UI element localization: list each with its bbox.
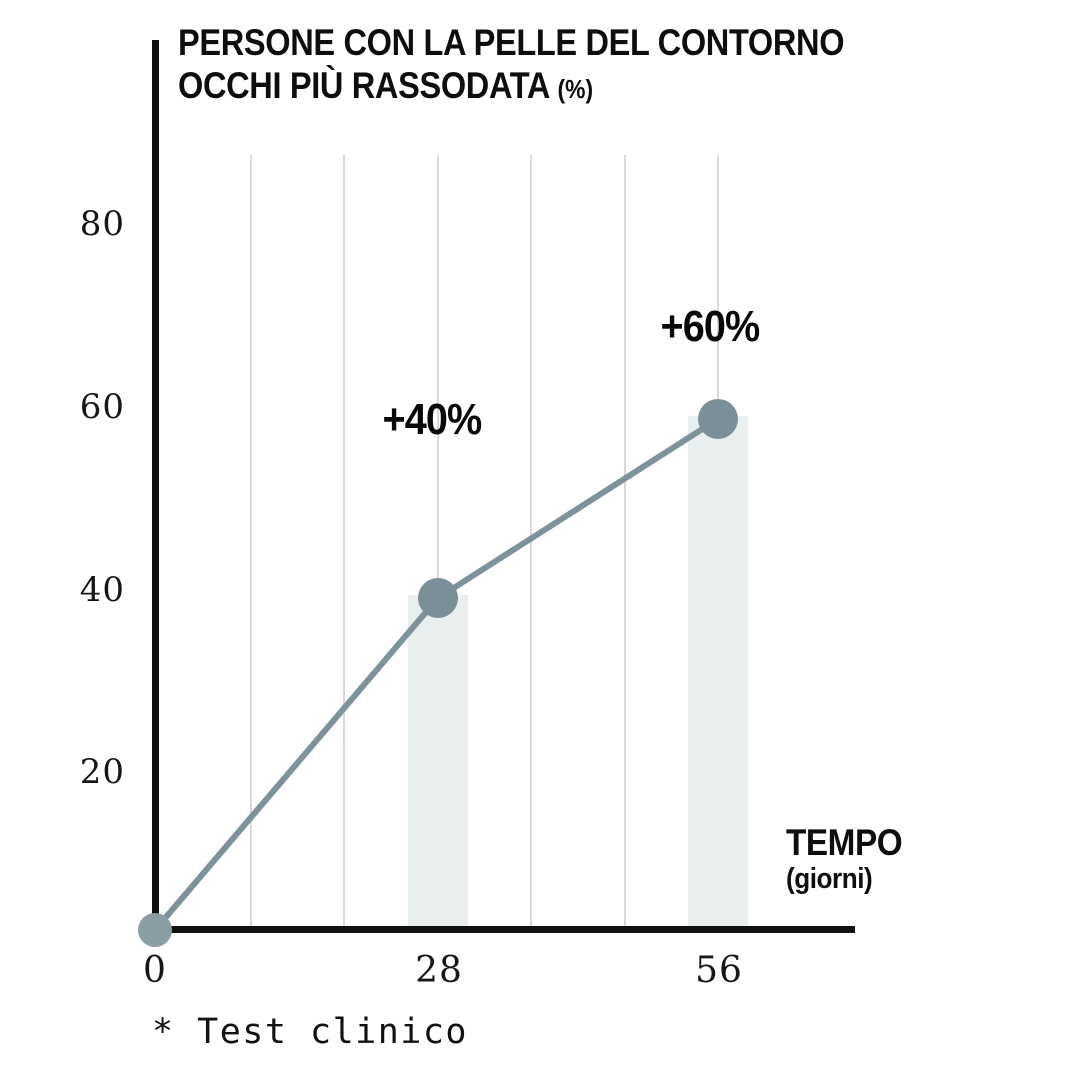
data-point-marker-day-56 xyxy=(698,399,738,439)
y-tick-label-20: 20 xyxy=(79,752,125,792)
x-tick-label-28: 28 xyxy=(415,950,463,991)
annotation-plus-60: +60% xyxy=(660,302,760,351)
bar-day-56 xyxy=(688,416,748,926)
gridline xyxy=(624,155,626,926)
gridline xyxy=(437,155,439,926)
data-point-marker-day-0 xyxy=(138,913,172,947)
x-axis-caption-sub: (giorni) xyxy=(786,862,873,895)
annotation-plus-40: +40% xyxy=(382,395,482,444)
gridline xyxy=(250,155,252,926)
y-tick-label-40: 40 xyxy=(79,570,125,610)
x-axis-caption-main: TEMPO xyxy=(786,822,903,863)
x-axis-line xyxy=(152,926,855,933)
y-tick-label-80: 80 xyxy=(79,204,125,244)
chart-title: PERSONE CON LA PELLE DEL CONTORNO OCCHI … xyxy=(178,22,864,108)
series-line xyxy=(152,416,721,933)
y-axis-line xyxy=(152,40,159,933)
x-axis-caption: TEMPO (giorni) xyxy=(786,822,903,895)
series-line-group xyxy=(138,399,738,947)
chart-title-text: PERSONE CON LA PELLE DEL CONTORNO OCCHI … xyxy=(178,22,845,106)
x-tick-label-56: 56 xyxy=(695,950,743,991)
chart-title-unit: (%) xyxy=(557,73,594,104)
plot-area xyxy=(138,40,855,947)
footnote: * Test clinico xyxy=(152,1012,469,1052)
y-tick-label-60: 60 xyxy=(79,387,125,427)
bar-day-28 xyxy=(408,595,468,926)
x-tick-label-0: 0 xyxy=(143,950,167,991)
data-point-marker-day-28 xyxy=(418,578,458,618)
gridline xyxy=(343,155,345,926)
